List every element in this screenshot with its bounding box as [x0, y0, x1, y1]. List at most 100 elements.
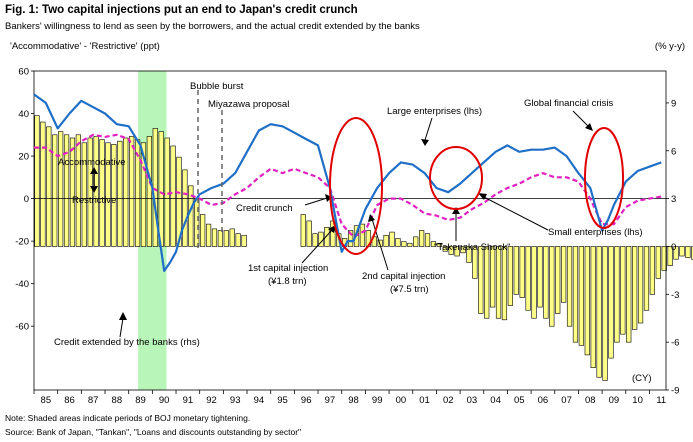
- large-ent-arrowhead: [421, 139, 429, 146]
- credit-bar: [300, 214, 306, 247]
- credit-bar: [306, 220, 312, 247]
- credit-bar: [146, 136, 153, 247]
- credit-bar: [63, 134, 70, 247]
- credit-bar: [679, 246, 685, 257]
- x-tick-label: 98: [348, 395, 359, 406]
- credit-bar: [383, 234, 389, 247]
- credit-bar: [75, 134, 81, 247]
- credit-bar: [531, 246, 537, 319]
- injection2-amount: (¥7.5 trn): [390, 284, 429, 295]
- small-ent-arrow: [481, 195, 549, 231]
- x-tick-label: 86: [64, 395, 75, 406]
- annotation-layer: Bubble burst Miyazawa proposal Large ent…: [54, 81, 652, 384]
- credit-bar: [637, 246, 644, 324]
- credit-bar: [549, 246, 555, 327]
- takenaka-arrowhead: [452, 207, 460, 214]
- credit-bar: [507, 246, 513, 306]
- credit-bar: [436, 242, 442, 247]
- injection1-arrow: [301, 229, 333, 264]
- left-tick-label: -40: [15, 279, 29, 290]
- x-tick-label: 89: [135, 395, 146, 406]
- chart-subtitle: Bankers' willingness to lend as seen by …: [5, 21, 420, 32]
- right-tick-label: -3: [671, 290, 679, 301]
- credit-bar: [466, 246, 472, 263]
- credit-bar: [170, 145, 176, 247]
- credit-bar: [460, 246, 466, 254]
- injection2-arrow: [371, 218, 389, 271]
- large-enterprises-label: Large enterprises (lhs): [387, 106, 482, 117]
- note-text: Note: Shaded areas indicate periods of B…: [5, 413, 251, 423]
- x-tick-label: 04: [490, 395, 501, 406]
- credit-extended-label: Credit extended by the banks (rhs): [54, 337, 200, 348]
- source-text: Source: Bank of Japan, "Tankan", "Loans …: [5, 427, 302, 437]
- credit-bar: [223, 230, 229, 247]
- gfc-circle: [584, 127, 624, 229]
- credit-bar: [229, 228, 235, 247]
- credit-bar: [69, 137, 76, 247]
- credit-bar: [140, 142, 147, 247]
- right-tick-label: 3: [671, 194, 676, 205]
- credit-bar: [667, 246, 673, 266]
- credit-bar: [484, 246, 490, 319]
- left-tick-label: 40: [18, 109, 29, 120]
- credit-bar: [643, 246, 650, 311]
- credit-bar: [673, 246, 679, 260]
- credit-bar: [691, 246, 693, 260]
- credit-crunch-arrow: [304, 197, 328, 206]
- credit-bar: [661, 246, 667, 271]
- right-tick-label: -9: [671, 386, 679, 397]
- credit-bar: [395, 238, 401, 247]
- credit-bar: [513, 246, 519, 295]
- credit-bar: [200, 214, 206, 247]
- credit-bar: [578, 246, 584, 346]
- small-enterprises-label: Small enterprises (lhs): [548, 227, 643, 238]
- credit-bar: [620, 246, 626, 335]
- x-tick-label: 91: [183, 395, 194, 406]
- x-tick-label: 94: [254, 395, 265, 406]
- injection1-label: 1st capital injection: [248, 263, 328, 274]
- injection1-amount: (¥1.8 trn): [268, 276, 307, 287]
- credit-bar: [217, 230, 224, 247]
- credit-bar: [632, 246, 638, 330]
- credit-bar: [608, 246, 614, 359]
- x-tick-label: 01: [419, 395, 430, 406]
- restrictive-label: Restrictive: [72, 195, 116, 206]
- credit-crunch-label: Credit crunch: [236, 203, 293, 214]
- credit-bar: [519, 246, 525, 298]
- right-tick-label: 6: [671, 146, 676, 157]
- injection2-arrowhead: [368, 214, 375, 222]
- cy-label: (CY): [632, 373, 652, 384]
- x-tick-label: 99: [372, 395, 383, 406]
- miyazawa-label: Miyazawa proposal: [208, 99, 289, 110]
- credit-bar: [596, 246, 602, 378]
- credit-bar: [501, 246, 508, 321]
- highlight-circles: [329, 117, 624, 255]
- direction-arrow-down-icon: [90, 186, 98, 193]
- credit-bar: [614, 246, 620, 343]
- credit-bar: [472, 246, 478, 279]
- x-tick-label: 08: [585, 395, 596, 406]
- direction-arrow-up-icon: [90, 167, 98, 174]
- large-ent-arrow: [424, 117, 433, 141]
- credit-bar: [205, 223, 212, 247]
- credit-bar: [413, 236, 419, 247]
- credit-bar: [555, 246, 561, 314]
- credit-bar: [590, 246, 596, 368]
- bubble-burst-label: Bubble burst: [190, 81, 244, 92]
- credit-bar: [537, 246, 543, 308]
- credit-bar: [418, 230, 425, 247]
- credit-bar: [407, 242, 413, 247]
- credit-bar: [626, 246, 632, 343]
- gfc-arrow: [572, 110, 591, 129]
- credit-bar: [685, 246, 691, 258]
- x-tick-label: 96: [301, 395, 312, 406]
- x-tick-label: 00: [396, 395, 407, 406]
- gfc-arrowhead: [585, 123, 593, 131]
- x-tick-label: 07: [561, 395, 572, 406]
- credit-bar: [99, 139, 105, 247]
- x-tick-label: 06: [538, 395, 549, 406]
- credit-bar: [543, 246, 549, 319]
- x-tick-label: 02: [443, 395, 454, 406]
- credit-bar: [52, 134, 58, 247]
- credit-bar: [81, 142, 87, 247]
